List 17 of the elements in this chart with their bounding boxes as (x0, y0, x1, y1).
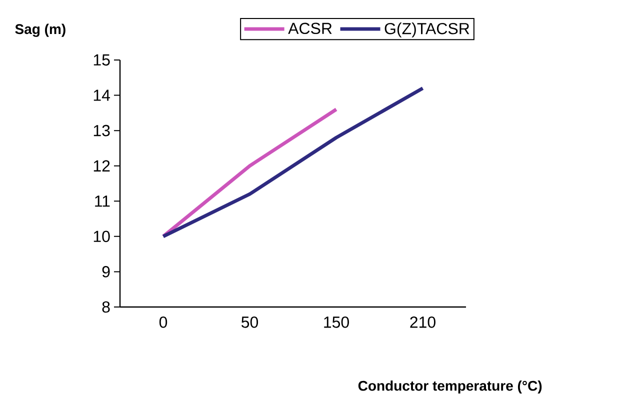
y-tick-label: 9 (102, 266, 110, 278)
legend-label: G(Z)TACSR (384, 22, 470, 38)
y-tick-label: 10 (94, 230, 110, 242)
x-tick-label: 50 (242, 316, 258, 328)
y-tick-label: 11 (95, 196, 110, 207)
y-tick-label: 14 (94, 90, 110, 101)
y-tick-label: 13 (94, 124, 110, 136)
x-tick-label: 150 (324, 316, 349, 328)
x-tick-label: 0 (159, 316, 168, 328)
x-tick-label: 210 (410, 316, 436, 328)
line-series (162, 86, 424, 238)
y-axis-title: Sag (m) (15, 24, 66, 37)
y-tick-label: 12 (94, 160, 110, 172)
legend-label: ACSR (288, 22, 332, 34)
y-tick-label: 15 (94, 54, 110, 66)
x-axis-title: Conductor temperature (°C) (358, 380, 542, 394)
y-tick-label: 8 (102, 301, 110, 313)
